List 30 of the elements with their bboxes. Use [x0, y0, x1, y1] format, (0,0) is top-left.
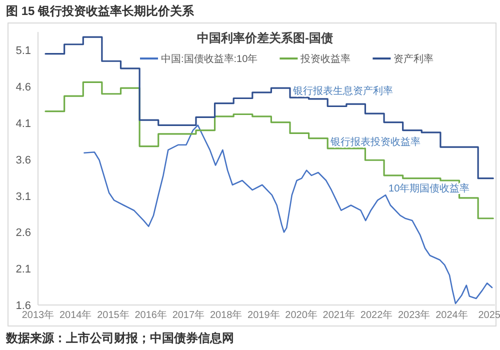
x-tick-label: 2015年: [97, 309, 130, 321]
legend-label: 投资收益率: [300, 53, 351, 65]
annotation: 银行报表生息资产利率: [292, 85, 394, 98]
y-tick-label: 5.1: [16, 45, 31, 58]
x-tick-label: 2019年: [248, 309, 280, 321]
y-tick-label: 4.6: [16, 82, 31, 94]
y-tick-label: 1.6: [16, 300, 31, 312]
x-tick-label: 2021年: [322, 309, 356, 321]
chart-subtitle: 中国利率价差关系图-国债: [197, 31, 333, 45]
x-tick-label: 2024年: [436, 309, 468, 321]
x-tick-label: 2018年: [210, 309, 242, 321]
x-tick-label: 2023年: [398, 309, 430, 321]
source-note: 数据来源：上市公司财报；中国债券信息网: [5, 331, 234, 345]
x-tick-label: 2014年: [59, 309, 92, 321]
x-tick-label: 2016年: [134, 309, 167, 321]
x-tick-label: 2025: [478, 310, 500, 321]
x-tick-label: 2013年: [22, 309, 54, 321]
y-tick-label: 3.6: [16, 154, 31, 166]
y-tick-label: 2.6: [16, 227, 31, 240]
legend-label: 资产利率: [394, 53, 434, 65]
legend-label: 中国:国债收益率:10年: [161, 53, 258, 65]
y-tick-label: 3.1: [16, 190, 31, 203]
x-tick-label: 2017年: [172, 309, 205, 321]
y-tick-label: 4.1: [16, 118, 31, 130]
x-tick-label: 2022年: [360, 309, 393, 321]
chart-title: 图 15 银行投资收益率长期比价关系: [6, 4, 196, 18]
x-tick-label: 2020年: [285, 309, 318, 321]
annotation: 银行报表投资收益率: [330, 136, 421, 148]
y-tick-label: 2.1: [16, 264, 31, 276]
line-series: [84, 124, 493, 304]
